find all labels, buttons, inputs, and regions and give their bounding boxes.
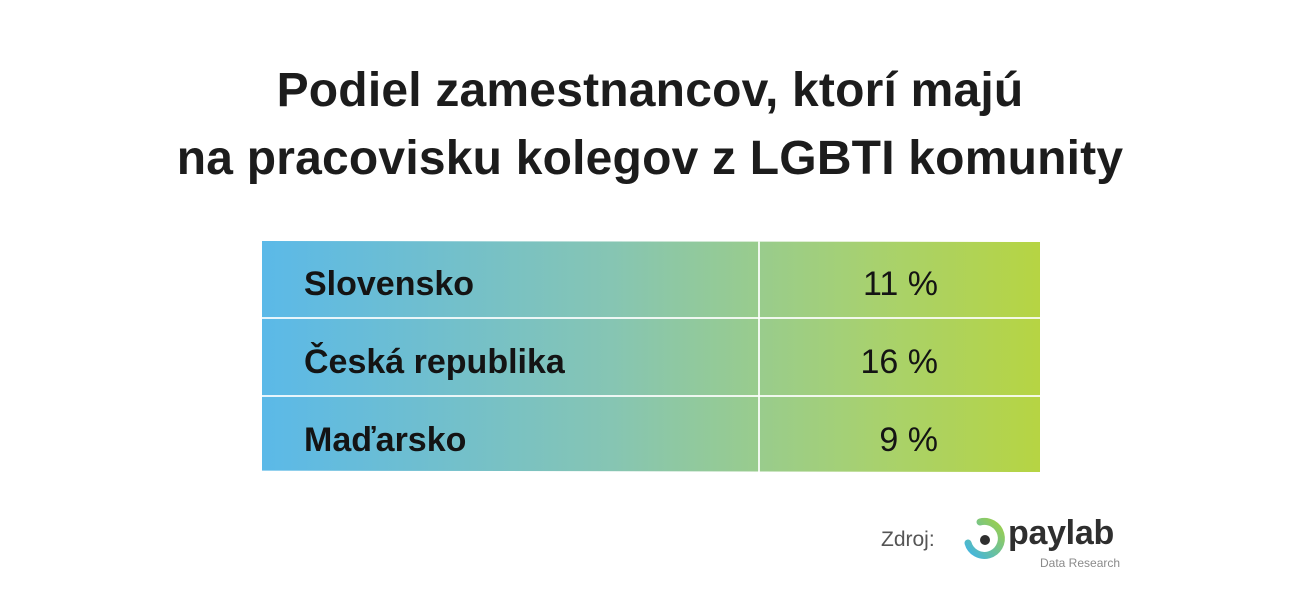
row-value: 16 % bbox=[860, 343, 939, 381]
data-table: Slovensko 11 % Česká republika 16 % Maďa… bbox=[262, 241, 1040, 472]
column-divider bbox=[758, 241, 760, 472]
row-value: 9 % bbox=[879, 421, 938, 459]
table-row: Maďarsko 9 % bbox=[262, 397, 1040, 472]
source-label: Zdroj: bbox=[881, 528, 935, 551]
row-label: Slovensko bbox=[304, 265, 475, 303]
table-row: Česká republika 16 % bbox=[262, 319, 1040, 396]
row-label: Česká republika bbox=[304, 343, 565, 381]
row-label: Maďarsko bbox=[304, 421, 467, 459]
table-row: Slovensko 11 % bbox=[262, 241, 1040, 318]
page-title-line-1: Podiel zamestnancov, ktorí majú bbox=[276, 64, 1024, 117]
brand-subtitle: Data Research bbox=[1040, 556, 1121, 570]
row-divider bbox=[262, 317, 1040, 319]
paylab-logo-icon bbox=[964, 517, 1005, 559]
page-title-line-2: na pracovisku kolegov z LGBTI komunity bbox=[176, 132, 1124, 185]
brand-name: paylab bbox=[1008, 514, 1114, 552]
row-value: 11 % bbox=[863, 265, 938, 303]
row-divider bbox=[262, 395, 1040, 397]
